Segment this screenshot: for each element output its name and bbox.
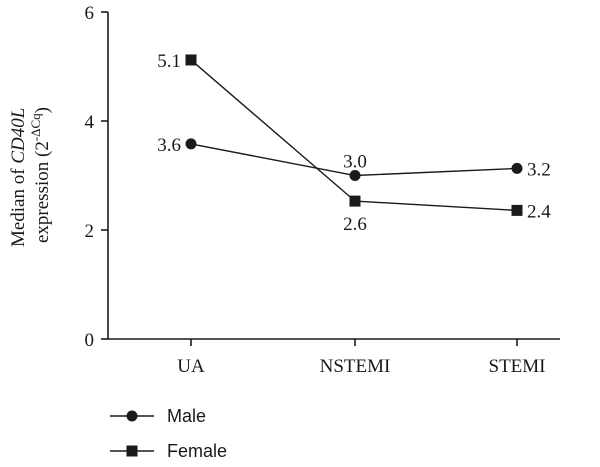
data-point-square [185, 54, 197, 66]
data-label: 3.6 [157, 135, 181, 156]
y-tick-label: 4 [85, 112, 95, 133]
y-axis-title-line2: expression (2-ΔCq) [28, 107, 53, 243]
legend: Male Female [110, 406, 227, 461]
data-point-circle [511, 162, 523, 174]
legend-label: Male [167, 406, 206, 426]
series-female: 5.1 2.6 2.4 [157, 51, 551, 235]
data-point-square [349, 195, 361, 207]
x-tick-label: STEMI [489, 356, 546, 377]
legend-label: Female [167, 441, 227, 461]
data-label: 5.1 [157, 51, 181, 72]
x-tick-label: UA [177, 356, 205, 377]
y-axis-title-line1: Median of CD40L [8, 108, 29, 247]
y-tick-label: 0 [85, 330, 95, 351]
data-point-circle [185, 138, 197, 150]
svg-text:Median of CD40L expressi: Median of CD40L expression (2-ΔCq) [8, 103, 53, 247]
data-label: 2.4 [527, 201, 551, 222]
y-tick-label: 6 [85, 3, 95, 24]
y-axis-title: Median of CD40L expression (2-ΔCq) [8, 103, 53, 247]
data-point-circle [349, 170, 361, 181]
x-tick-label: NSTEMI [320, 356, 391, 377]
series-layer: 3.6 3.0 3.2 5.1 2.6 2.4 [157, 51, 551, 235]
data-label: 2.6 [343, 214, 367, 235]
y-tick-label: 2 [85, 221, 95, 242]
legend-marker-circle [126, 410, 138, 422]
axes: 0 2 4 6 UA NSTEMI STEMI [85, 3, 560, 377]
series-male: 3.6 3.0 3.2 [157, 135, 551, 181]
series-line-female [190, 59, 518, 212]
data-point-square [511, 204, 523, 216]
data-label: 3.0 [343, 152, 367, 173]
legend-marker-square [126, 445, 138, 457]
legend-item-female: Female [110, 441, 227, 461]
legend-item-male: Male [110, 406, 206, 426]
data-label: 3.2 [527, 159, 551, 180]
